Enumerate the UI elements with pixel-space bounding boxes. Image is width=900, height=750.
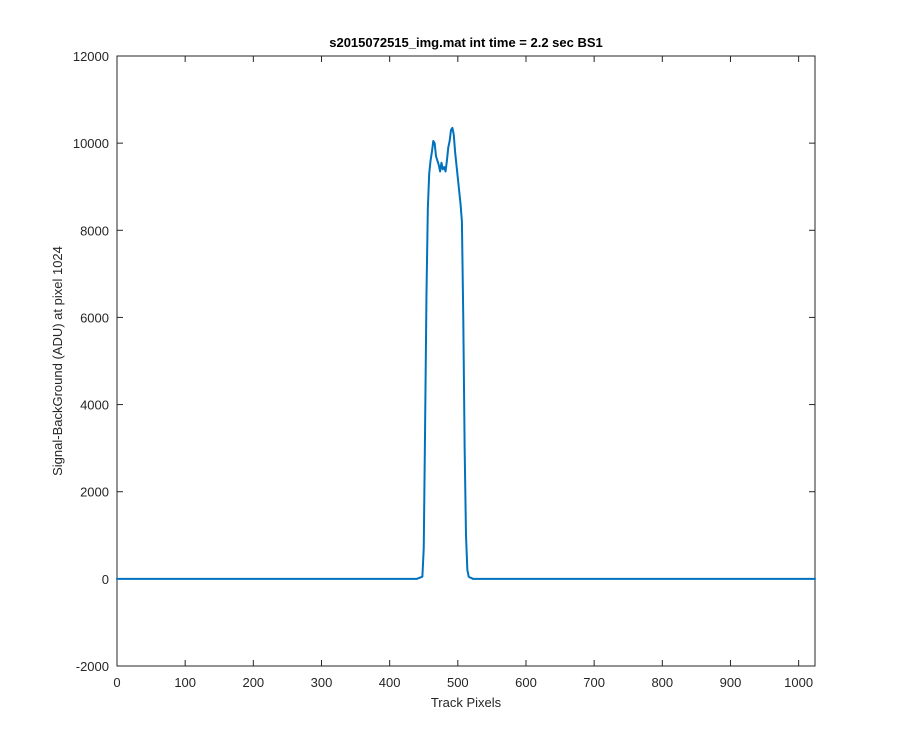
x-tick-label: 300	[311, 675, 333, 690]
y-tick-label: 10000	[73, 136, 109, 151]
y-tick-label: -2000	[76, 659, 109, 674]
y-tick-label: 12000	[73, 49, 109, 64]
x-axis-label: Track Pixels	[431, 695, 502, 710]
x-tick-label: 800	[651, 675, 673, 690]
y-tick-label: 0	[102, 572, 109, 587]
series-line	[116, 126, 816, 580]
x-tick-label: 600	[515, 675, 537, 690]
x-tick-label: 1000	[784, 675, 813, 690]
x-tick-label: 100	[174, 675, 196, 690]
y-tick-label: 4000	[80, 398, 109, 413]
y-axis-label: Signal-BackGround (ADU) at pixel 1024	[50, 246, 65, 476]
x-tick-label: 700	[583, 675, 605, 690]
axes-box	[116, 55, 816, 667]
x-tick-label: 900	[720, 675, 742, 690]
y-tick-label: 6000	[80, 310, 109, 325]
axes: 0 100 200 300 400 500 600 700 800 900 1000 -2000 0 20…	[73, 49, 816, 690]
x-tick-label: 200	[242, 675, 264, 690]
y-tick-label: 2000	[80, 485, 109, 500]
series-layer	[116, 126, 816, 580]
chart-title: s2015072515_img.mat int time = 2.2 sec B…	[329, 35, 603, 50]
x-tick-label: 400	[379, 675, 401, 690]
x-tick-label: 500	[447, 675, 469, 690]
x-tick-label: 0	[113, 675, 120, 690]
y-tick-label: 8000	[80, 223, 109, 238]
